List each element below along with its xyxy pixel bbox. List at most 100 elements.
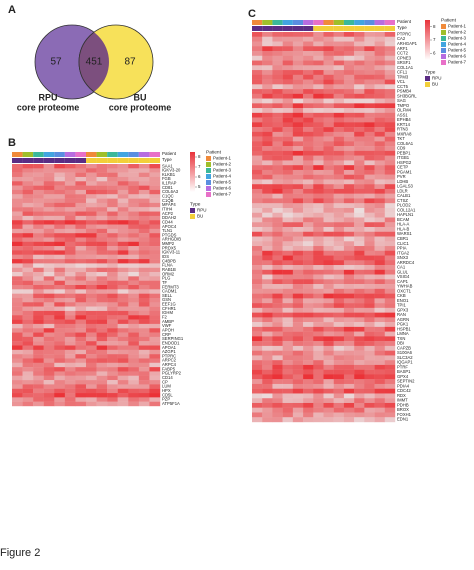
heatmap-cell xyxy=(262,136,273,142)
heatmap-cell xyxy=(12,181,23,186)
heatmap-cell xyxy=(303,122,314,128)
heatmap-cell xyxy=(374,36,385,42)
heatmap-cell xyxy=(272,131,283,137)
heatmap-cell xyxy=(117,189,129,195)
heatmap-cell xyxy=(333,84,345,90)
type-bar xyxy=(262,26,273,31)
heatmap-cell xyxy=(272,36,283,42)
gene-label: VCL xyxy=(397,79,406,84)
heatmap-cell xyxy=(313,41,324,47)
heatmap-cell xyxy=(149,207,161,212)
heatmap-cell xyxy=(117,172,129,178)
heatmap-cell xyxy=(262,265,273,271)
heatmap-cell xyxy=(128,362,140,368)
heatmap-cell xyxy=(12,345,23,351)
heatmap-cell xyxy=(364,260,375,266)
heatmap-cell xyxy=(138,176,150,182)
heatmap-cell xyxy=(323,84,334,90)
heatmap-cell xyxy=(107,185,118,191)
heatmap-cell xyxy=(292,341,304,347)
heatmap-cell xyxy=(86,246,97,251)
heatmap-cell xyxy=(313,165,324,171)
heatmap-cell xyxy=(364,207,375,213)
type-bar xyxy=(138,158,150,163)
heatmap-cell xyxy=(374,231,385,237)
heatmap-cell xyxy=(364,269,375,275)
heatmap-cell xyxy=(303,379,314,385)
heatmap-cell xyxy=(282,260,294,266)
heatmap-cell xyxy=(262,70,273,76)
heatmap-cell xyxy=(96,263,108,268)
heatmap-cell xyxy=(252,112,263,118)
gene-label: CDC42 xyxy=(397,388,411,393)
heatmap-cell xyxy=(86,285,97,290)
heatmap-cell xyxy=(117,375,129,381)
heatmap-cell xyxy=(252,212,263,218)
heatmap-cell xyxy=(374,198,385,204)
heatmap-cell xyxy=(75,358,87,363)
heatmap-cell xyxy=(292,131,304,137)
heatmap-cell xyxy=(343,379,355,385)
heatmap-cell xyxy=(86,181,97,186)
heatmap-cell xyxy=(262,360,273,366)
heatmap-cell xyxy=(252,279,263,285)
heatmap-cell xyxy=(303,383,314,389)
heatmap-cell xyxy=(128,181,140,186)
heatmap-cell xyxy=(384,322,396,328)
heatmap-cell xyxy=(252,65,263,71)
heatmap-cell xyxy=(138,224,150,230)
heatmap-cell xyxy=(303,269,314,275)
heatmap-cell xyxy=(323,122,334,128)
gene-label: BROX xyxy=(397,407,409,412)
heatmap-cell xyxy=(303,274,314,280)
heatmap-cell xyxy=(128,246,140,251)
heatmap-cell xyxy=(313,350,324,356)
gene-label: RDX xyxy=(397,393,406,398)
heatmap-cell xyxy=(252,217,263,223)
heatmap-cell xyxy=(86,224,97,230)
heatmap-cell xyxy=(149,384,161,389)
heatmap-cell xyxy=(262,284,273,290)
heatmap-cell xyxy=(22,323,34,329)
heatmap-cell xyxy=(262,246,273,251)
heatmap-cell xyxy=(343,374,355,380)
heatmap-cell xyxy=(96,393,108,398)
gene-label: LDLR xyxy=(397,188,408,193)
gene-label: PRDX5 xyxy=(162,245,177,250)
heatmap-cell xyxy=(282,265,294,271)
heatmap-cell xyxy=(292,379,304,385)
venn-name: core proteome xyxy=(109,102,172,112)
heatmap-cell xyxy=(12,354,23,359)
heatmap-cell xyxy=(22,164,34,169)
gene-label: IGKV3-11 xyxy=(162,250,181,255)
heatmap-cell xyxy=(272,169,283,175)
heatmap-cell xyxy=(22,380,34,385)
heatmap-cell xyxy=(33,293,44,299)
gene-label: FOXH1 xyxy=(397,412,412,417)
heatmap-cell xyxy=(282,103,294,109)
heatmap-cell xyxy=(364,60,375,66)
heatmap-cell xyxy=(252,336,263,342)
heatmap-cell xyxy=(138,349,150,355)
heatmap-cell xyxy=(282,222,294,228)
heatmap-cell xyxy=(86,289,97,294)
heatmap-cell xyxy=(384,393,396,399)
heatmap-cell xyxy=(364,93,375,99)
heatmap-cell xyxy=(107,323,118,329)
heatmap-cell xyxy=(343,369,355,375)
heatmap-cell xyxy=(333,407,345,413)
heatmap-cell xyxy=(374,174,385,180)
heatmap-cell xyxy=(12,224,23,230)
heatmap-cell xyxy=(33,211,44,217)
heatmap-cell xyxy=(384,288,396,294)
heatmap-cell xyxy=(343,55,355,61)
heatmap-cell xyxy=(75,393,87,398)
heatmap-cell xyxy=(292,398,304,404)
heatmap-cell xyxy=(252,179,263,185)
heatmap-cell xyxy=(43,189,55,195)
gene-label: IDS xyxy=(162,254,169,259)
heatmap-cell xyxy=(313,188,324,194)
heatmap-cell xyxy=(117,254,129,260)
heatmap-cell xyxy=(374,374,385,380)
heatmap-cell xyxy=(374,98,385,104)
